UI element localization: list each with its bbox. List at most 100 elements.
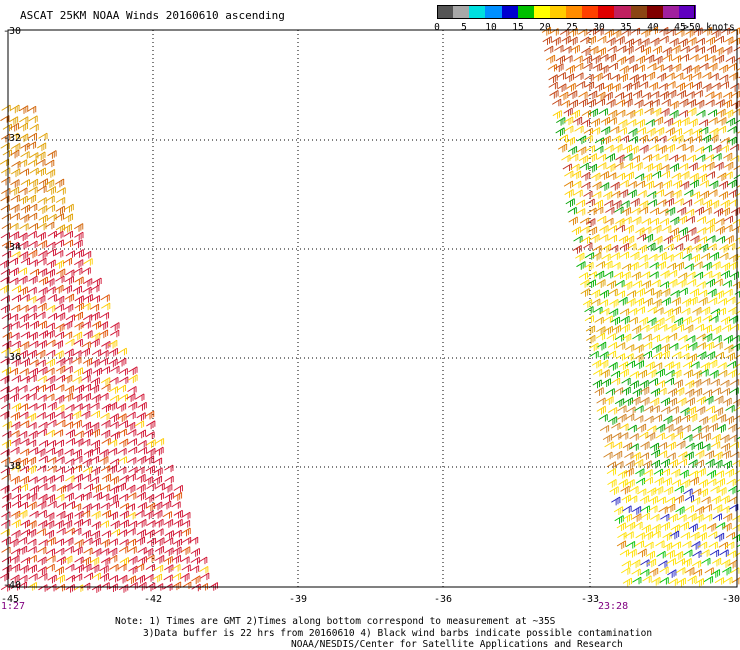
wind-barb xyxy=(65,404,75,412)
wind-barb xyxy=(713,407,724,416)
wind-barb xyxy=(198,556,208,565)
wind-barb xyxy=(702,261,712,271)
wind-barb xyxy=(707,478,717,487)
wind-barb xyxy=(548,81,558,90)
colorbar-swatch xyxy=(598,5,615,19)
wind-barb xyxy=(633,521,643,530)
wind-barb xyxy=(637,488,647,496)
wind-barb xyxy=(714,351,724,360)
wind-barb xyxy=(90,428,100,438)
wind-barb xyxy=(64,448,74,457)
wind-barb xyxy=(612,29,622,38)
wind-barb xyxy=(707,531,718,539)
wind-barb xyxy=(0,259,10,269)
colorbar-label: 20 xyxy=(539,22,551,33)
wind-barb xyxy=(38,250,48,259)
wind-barb xyxy=(100,412,110,421)
wind-barb xyxy=(100,366,110,374)
wind-barb xyxy=(146,520,156,528)
colorbar-swatch xyxy=(469,5,486,19)
wind-barb xyxy=(46,248,56,257)
wind-barb xyxy=(18,286,28,296)
wind-barb xyxy=(117,466,127,475)
wind-barb xyxy=(641,217,651,226)
wind-barb xyxy=(91,521,101,530)
wind-barb xyxy=(45,383,55,393)
wind-barb xyxy=(570,44,580,54)
wind-barb xyxy=(181,564,191,572)
wind-barb xyxy=(109,500,119,509)
wind-barb xyxy=(10,332,20,340)
wind-barb xyxy=(63,365,73,374)
wind-barb xyxy=(664,197,674,207)
wind-barb xyxy=(19,321,29,330)
wind-barb xyxy=(37,375,47,384)
wind-barb xyxy=(37,475,47,484)
wind-barb xyxy=(53,429,64,437)
wind-barb xyxy=(38,366,48,376)
wind-barb xyxy=(622,333,632,343)
wind-barb xyxy=(108,583,118,593)
wind-barb xyxy=(651,530,661,539)
wind-barb xyxy=(81,392,92,402)
wind-barb xyxy=(0,484,10,494)
wind-barb xyxy=(688,342,698,351)
wind-barb xyxy=(101,509,111,519)
wind-barb xyxy=(36,158,46,167)
wind-barb xyxy=(678,109,688,118)
wind-barb xyxy=(19,304,29,313)
wind-barb xyxy=(143,547,154,557)
wind-barb xyxy=(599,351,609,360)
wind-barb xyxy=(730,37,740,45)
wind-barb xyxy=(666,81,676,89)
wind-barb xyxy=(623,162,634,170)
wind-barb xyxy=(648,135,658,144)
wind-barb xyxy=(698,479,708,488)
wind-barb xyxy=(720,495,730,504)
wind-barb xyxy=(679,53,689,62)
wind-barb xyxy=(691,560,702,568)
wind-barb xyxy=(47,465,57,473)
wind-barb xyxy=(180,519,191,528)
wind-barb xyxy=(65,250,75,258)
wind-barb xyxy=(2,430,12,439)
wind-barb xyxy=(108,339,118,349)
wind-barb xyxy=(724,468,735,478)
wind-barb xyxy=(649,143,659,152)
wind-barb xyxy=(732,281,740,290)
wind-barb xyxy=(83,547,93,556)
wind-barb xyxy=(55,466,65,474)
wind-barb xyxy=(92,491,102,501)
wind-barb xyxy=(2,492,12,502)
wind-barb xyxy=(599,53,609,62)
wind-barb xyxy=(691,488,702,496)
wind-barb xyxy=(660,350,670,360)
wind-barb xyxy=(47,583,57,592)
wind-barb xyxy=(90,338,100,348)
wind-barb xyxy=(651,279,661,287)
wind-barb xyxy=(648,377,658,386)
wind-barb xyxy=(673,251,683,260)
wind-barb xyxy=(635,306,645,314)
wind-barb xyxy=(145,563,155,572)
wind-barb xyxy=(72,331,83,341)
wind-barb xyxy=(110,329,120,338)
wind-barb xyxy=(656,199,667,207)
wind-barb xyxy=(606,53,617,63)
wind-barb xyxy=(642,460,652,469)
wind-barb xyxy=(581,47,591,57)
wind-barb xyxy=(99,448,109,458)
wind-barb xyxy=(681,307,691,316)
wind-barb xyxy=(676,567,686,575)
wind-barb xyxy=(734,290,740,298)
wind-barb xyxy=(36,295,46,304)
wind-barb xyxy=(731,100,740,110)
wind-barb xyxy=(36,231,46,241)
wind-barb xyxy=(686,335,696,343)
wind-barb xyxy=(568,36,578,46)
wind-barb xyxy=(618,296,628,306)
wind-barb xyxy=(47,312,57,321)
wind-barb xyxy=(20,294,30,302)
wind-barb xyxy=(631,396,641,406)
wind-barb xyxy=(665,72,675,80)
